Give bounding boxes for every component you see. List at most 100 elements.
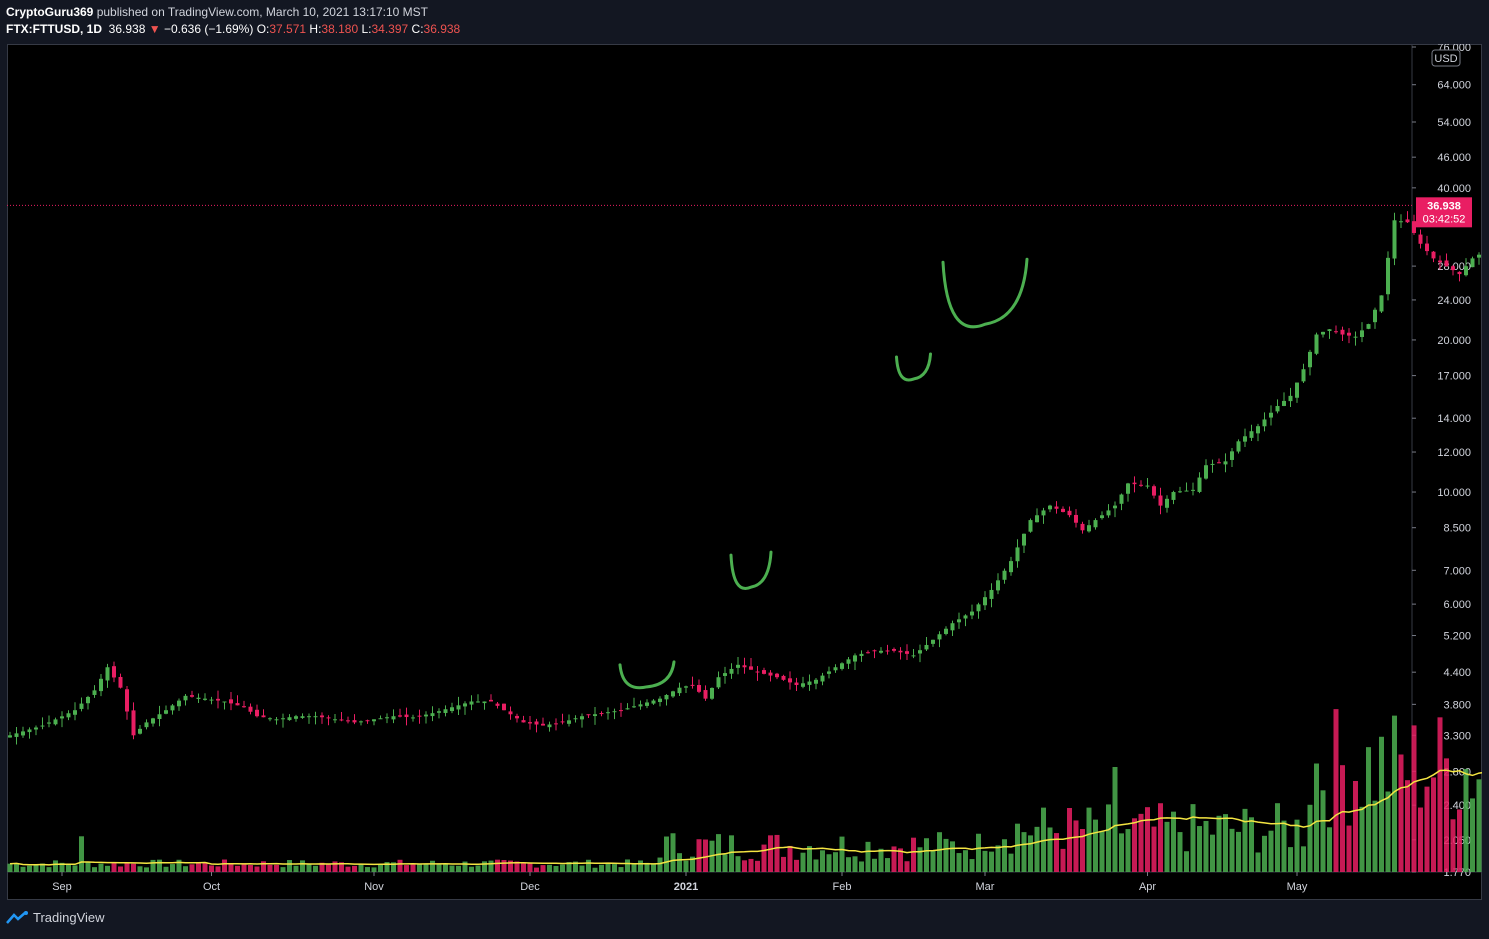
candle-body (300, 716, 305, 718)
x-tick-label: Feb (833, 881, 852, 893)
candle-body (671, 691, 675, 697)
volume-bar (241, 863, 247, 872)
volume-bar (202, 862, 208, 872)
candle-body (1171, 492, 1176, 500)
volume-bar (319, 862, 325, 872)
candle-body (541, 723, 545, 726)
candle-body (1288, 395, 1293, 402)
volume-bar (306, 863, 312, 872)
volume-bar (1392, 715, 1397, 872)
volume-bar (488, 860, 494, 872)
volume-bar (417, 863, 422, 872)
candle-body (1399, 221, 1403, 223)
volume-bar (358, 864, 364, 872)
volume-bar (326, 864, 331, 872)
candle-body (268, 718, 272, 720)
volume-bar (560, 864, 565, 872)
volume-bar (657, 857, 663, 872)
candle-body (209, 699, 214, 701)
candle-body (1113, 505, 1117, 509)
candle-body (463, 703, 467, 707)
candle-body (1041, 510, 1046, 516)
volume-bar (1288, 847, 1293, 872)
x-tick-label: Apr (1139, 881, 1156, 893)
candle-body (1119, 494, 1124, 504)
volume-bar (209, 865, 214, 872)
candle-body (502, 703, 506, 711)
candle-body (495, 703, 500, 706)
volume-bar (969, 859, 975, 872)
candle-body (131, 710, 136, 736)
volume-bar (46, 867, 52, 872)
volume-bar (638, 860, 643, 872)
volume-bar (644, 862, 650, 872)
volume-bar (1359, 806, 1365, 872)
author-name[interactable]: CryptoGuru369 (6, 5, 94, 19)
candle-body (1204, 465, 1208, 479)
volume-bar (131, 863, 136, 872)
volume-bar (839, 836, 845, 872)
volume-bar (1450, 819, 1456, 872)
candle-body (1126, 483, 1130, 494)
y-tick-label: 40.000 (1437, 183, 1471, 195)
volume-bar (1346, 825, 1352, 872)
y-tick-label: 76.000 (1437, 44, 1471, 54)
volume-bar (976, 833, 981, 872)
volume-bar (183, 866, 188, 872)
candle-body (1327, 329, 1332, 332)
volume-bar (150, 859, 156, 872)
published-text: published on TradingView.com, March 10, … (93, 5, 429, 19)
candle-body (66, 713, 71, 718)
volume-bar (800, 852, 806, 872)
x-tick-label: Sep (52, 881, 72, 893)
candle-body (690, 684, 695, 686)
volume-bar (1366, 747, 1371, 872)
candle-body (612, 711, 617, 713)
candle-body (359, 721, 363, 723)
volume-bar (1002, 839, 1007, 872)
candle-body (521, 720, 526, 723)
candle-body (8, 735, 12, 738)
chart-canvas[interactable]: 76.00064.00054.00046.00040.00028.00024.0… (7, 44, 1482, 900)
candle-body (424, 714, 428, 717)
candle-body (1425, 243, 1429, 252)
candle-body (1223, 461, 1228, 465)
candle-body (417, 715, 422, 717)
volume-bar (1060, 848, 1066, 872)
volume-bar (1476, 779, 1482, 872)
candle-body (814, 679, 818, 684)
candle-body (138, 728, 142, 734)
volume-bar (592, 867, 598, 872)
candle-body (619, 710, 623, 712)
candle-body (710, 687, 714, 699)
tradingview-brand: TradingView (33, 910, 105, 925)
candle-body (762, 670, 766, 674)
candle-body (489, 699, 493, 702)
candle-body (1061, 508, 1065, 512)
candle-body (983, 597, 987, 606)
volume-bar (280, 867, 286, 872)
candle-body (1412, 221, 1416, 233)
candle-body (684, 686, 688, 688)
volume-bar (436, 864, 442, 872)
volume-bar (371, 867, 377, 872)
candle-body (1074, 514, 1078, 523)
candle-body (1347, 332, 1351, 336)
candle-body (1210, 463, 1215, 465)
candle-body (1191, 489, 1195, 491)
volume-bar (917, 847, 923, 872)
tradingview-footer[interactable]: TradingView (6, 910, 105, 925)
volume-bar (1034, 826, 1040, 872)
volume-bar (313, 865, 318, 872)
volume-bar (1411, 725, 1417, 872)
chart-pane[interactable] (7, 44, 1482, 900)
volume-bar (1398, 754, 1404, 872)
volume-bar (813, 859, 819, 872)
candle-body (606, 712, 610, 714)
candle-body (1217, 462, 1221, 464)
volume-bar (111, 862, 117, 872)
volume-bar (443, 864, 448, 872)
candle-body (411, 717, 415, 719)
volume-bar (722, 854, 728, 872)
volume-bar (547, 864, 552, 872)
